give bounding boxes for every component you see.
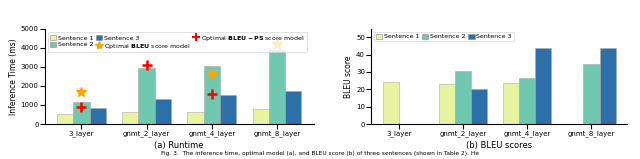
Bar bbox=[122, 112, 138, 124]
Bar bbox=[584, 64, 600, 124]
Bar bbox=[383, 82, 399, 124]
Bar bbox=[503, 83, 519, 124]
Bar bbox=[471, 89, 487, 124]
Bar bbox=[155, 99, 171, 124]
Bar bbox=[90, 108, 106, 124]
Text: (a) Runtime: (a) Runtime bbox=[154, 141, 204, 150]
Bar bbox=[204, 66, 220, 124]
Bar bbox=[535, 48, 552, 124]
Y-axis label: BLEU score: BLEU score bbox=[344, 55, 353, 98]
Bar bbox=[519, 78, 535, 124]
Bar bbox=[74, 102, 90, 124]
Bar bbox=[220, 95, 236, 124]
Y-axis label: Inference Time (ms): Inference Time (ms) bbox=[9, 38, 18, 115]
Bar bbox=[138, 68, 155, 124]
Bar bbox=[455, 71, 471, 124]
Bar bbox=[188, 112, 204, 124]
Bar bbox=[57, 114, 74, 124]
Bar bbox=[439, 84, 455, 124]
Bar bbox=[285, 91, 301, 124]
Bar bbox=[600, 48, 616, 124]
Legend: Sentence 1, Sentence 2, Sentence 3, Optimal $\bf{BLEU}$ score model, Optimal $\b: Sentence 1, Sentence 2, Sentence 3, Opti… bbox=[48, 32, 307, 52]
Text: (b) BLEU scores: (b) BLEU scores bbox=[466, 141, 532, 150]
Legend: Sentence 1, Sentence 2, Sentence 3: Sentence 1, Sentence 2, Sentence 3 bbox=[374, 32, 514, 41]
Bar bbox=[269, 50, 285, 124]
Bar bbox=[253, 109, 269, 124]
Text: Fig. 3.  The inference time, optimal model (a), and BLEU score (b) of three sent: Fig. 3. The inference time, optimal mode… bbox=[161, 151, 479, 156]
